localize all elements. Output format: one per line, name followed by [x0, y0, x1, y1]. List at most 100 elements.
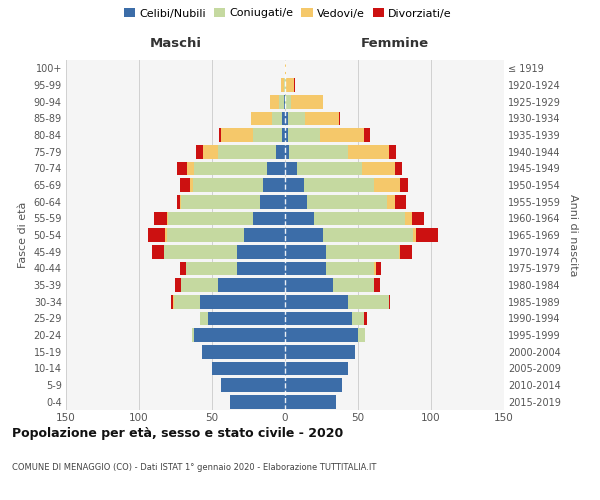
- Bar: [285, 378, 342, 392]
- Bar: [263, 178, 285, 192]
- Bar: [285, 328, 358, 342]
- Bar: [148, 228, 165, 242]
- Bar: [285, 278, 333, 292]
- Bar: [279, 95, 284, 108]
- Bar: [364, 312, 367, 325]
- Bar: [348, 295, 389, 308]
- Bar: [167, 228, 244, 242]
- Bar: [152, 245, 164, 258]
- Bar: [389, 145, 396, 158]
- Bar: [395, 162, 402, 175]
- Bar: [174, 295, 200, 308]
- Bar: [190, 178, 193, 192]
- Bar: [193, 178, 263, 192]
- Bar: [304, 178, 374, 192]
- Bar: [191, 328, 194, 342]
- Bar: [285, 162, 296, 175]
- Bar: [168, 212, 253, 225]
- Bar: [208, 312, 285, 325]
- Bar: [180, 178, 190, 192]
- Bar: [281, 78, 284, 92]
- Bar: [285, 112, 288, 125]
- Bar: [333, 278, 374, 292]
- Bar: [376, 262, 382, 275]
- Bar: [285, 128, 288, 142]
- Bar: [164, 245, 237, 258]
- Bar: [237, 262, 285, 275]
- Bar: [352, 312, 364, 325]
- Bar: [187, 162, 194, 175]
- Bar: [326, 262, 374, 275]
- Bar: [244, 228, 285, 242]
- Bar: [374, 262, 376, 275]
- Bar: [202, 345, 285, 358]
- Bar: [173, 295, 174, 308]
- Bar: [285, 78, 286, 92]
- Bar: [253, 212, 285, 225]
- Bar: [218, 145, 276, 158]
- Legend: Celibi/Nubili, Coniugati/e, Vedovi/e, Divorziati/e: Celibi/Nubili, Coniugati/e, Vedovi/e, Di…: [124, 8, 452, 18]
- Bar: [413, 228, 416, 242]
- Bar: [268, 162, 285, 175]
- Bar: [177, 195, 180, 208]
- Bar: [221, 128, 253, 142]
- Bar: [181, 278, 218, 292]
- Bar: [276, 145, 285, 158]
- Bar: [285, 95, 291, 108]
- Bar: [320, 128, 364, 142]
- Bar: [218, 278, 285, 292]
- Bar: [291, 95, 323, 108]
- Bar: [194, 162, 268, 175]
- Bar: [196, 145, 203, 158]
- Bar: [203, 145, 218, 158]
- Text: Popolazione per età, sesso e stato civile - 2020: Popolazione per età, sesso e stato civil…: [12, 428, 343, 440]
- Text: Femmine: Femmine: [361, 37, 428, 50]
- Bar: [362, 162, 395, 175]
- Bar: [285, 212, 314, 225]
- Bar: [288, 128, 320, 142]
- Bar: [282, 128, 285, 142]
- Bar: [171, 295, 173, 308]
- Bar: [412, 212, 424, 225]
- Bar: [400, 245, 412, 258]
- Bar: [314, 212, 405, 225]
- Bar: [285, 312, 352, 325]
- Bar: [286, 78, 294, 92]
- Bar: [271, 95, 279, 108]
- Bar: [348, 145, 389, 158]
- Bar: [285, 395, 336, 408]
- Text: COMUNE DI MENAGGIO (CO) - Dati ISTAT 1° gennaio 2020 - Elaborazione TUTTITALIA.I: COMUNE DI MENAGGIO (CO) - Dati ISTAT 1° …: [12, 462, 376, 471]
- Bar: [180, 195, 181, 208]
- Bar: [400, 178, 407, 192]
- Bar: [374, 278, 380, 292]
- Bar: [253, 128, 282, 142]
- Bar: [181, 195, 260, 208]
- Bar: [294, 78, 295, 92]
- Bar: [285, 362, 348, 375]
- Bar: [284, 78, 285, 92]
- Bar: [364, 128, 370, 142]
- Bar: [305, 112, 339, 125]
- Y-axis label: Fasce di età: Fasce di età: [18, 202, 28, 268]
- Bar: [285, 145, 289, 158]
- Bar: [272, 112, 282, 125]
- Bar: [237, 245, 285, 258]
- Bar: [284, 95, 285, 108]
- Bar: [221, 378, 285, 392]
- Bar: [387, 195, 395, 208]
- Bar: [307, 195, 387, 208]
- Bar: [251, 112, 272, 125]
- Bar: [165, 228, 167, 242]
- Bar: [405, 212, 412, 225]
- Bar: [288, 112, 305, 125]
- Bar: [200, 312, 208, 325]
- Bar: [285, 245, 326, 258]
- Bar: [289, 145, 348, 158]
- Bar: [200, 295, 285, 308]
- Bar: [154, 212, 167, 225]
- Bar: [260, 195, 285, 208]
- Bar: [285, 228, 323, 242]
- Bar: [399, 245, 400, 258]
- Bar: [175, 278, 181, 292]
- Bar: [326, 245, 399, 258]
